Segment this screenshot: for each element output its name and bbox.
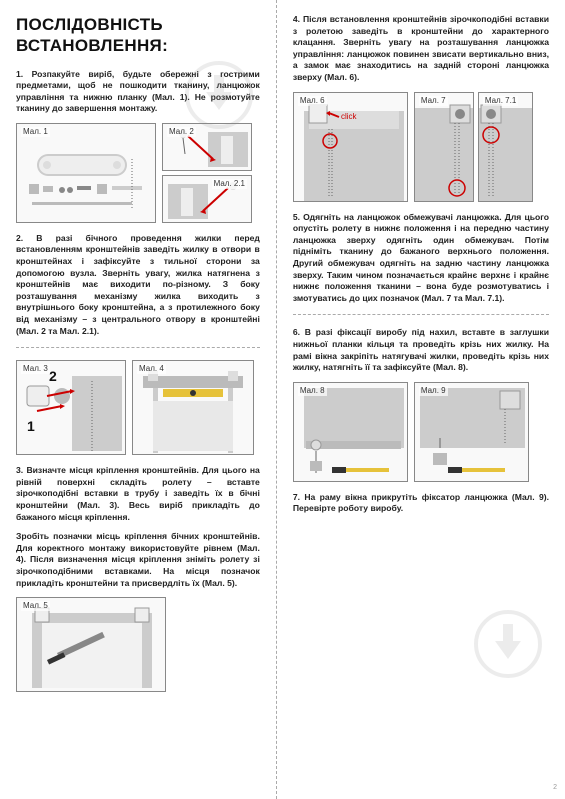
num-2-label: 2 [49,368,57,384]
fig5-label: Мал. 5 [21,601,50,611]
fig21-label: Мал. 2.1 [212,179,247,189]
fig3-label: Мал. 3 [21,364,50,374]
page-number: 2 [553,784,557,793]
fig-row-2: Мал. 3 1 2 Мал. 4 [16,360,260,455]
fig-row-3: Мал. 5 [16,597,260,692]
step-6-text: 6. В разі фіксації виробу під нахил, вст… [293,327,549,373]
figure-2: Мал. 2 [162,123,252,171]
figure-7-1: Мал. 7.1 [478,92,533,202]
fig71-label: Мал. 7.1 [483,96,518,106]
num-1-label: 1 [27,418,35,434]
watermark-icon-2 [473,609,543,679]
divider-1 [16,347,260,348]
step-4-text: 4. Після встановлення кронштейнів зірочк… [293,14,549,84]
figure-6: Мал. 6 click [293,92,408,202]
page-title: ПОСЛІДОВНІСТЬ ВСТАНОВЛЕННЯ: [16,14,260,57]
fig-row-1: Мал. 1 Мал. 2 [16,123,260,223]
fig-row-5: Мал. 8 Мал. 9 [293,382,549,482]
figure-4: Мал. 4 [132,360,254,455]
click-label: click [341,112,358,121]
figure-2-1: Мал. 2.1 [162,175,252,223]
figure-3: Мал. 3 1 2 [16,360,126,455]
step-5-text: 5. Одягніть на ланцюжок обмежувачі ланцю… [293,212,549,305]
fig6-label: Мал. 6 [298,96,327,106]
fig8-label: Мал. 8 [298,386,327,396]
step-3b-text: Зробіть позначки місць кріплення бічних … [16,531,260,589]
divider-2 [293,314,549,315]
fig9-label: Мал. 9 [419,386,448,396]
step-7-text: 7. На раму вікна прикрутіть фіксатор лан… [293,492,549,515]
figure-7: Мал. 7 [414,92,474,202]
figure-1: Мал. 1 [16,123,156,223]
fig1-label: Мал. 1 [21,127,50,137]
step-3-text: 3. Визначте місця кріплення кронштейнів.… [16,465,260,523]
fig4-label: Мал. 4 [137,364,166,374]
fig7-label: Мал. 7 [419,96,448,106]
fig-row-4: Мал. 6 click Мал. 7 [293,92,549,202]
figure-9: Мал. 9 [414,382,529,482]
step-2-text: 2. В разі бічного проведення жилки перед… [16,233,260,337]
figure-8: Мал. 8 [293,382,408,482]
watermark-icon [184,60,254,130]
figure-5: Мал. 5 [16,597,166,692]
